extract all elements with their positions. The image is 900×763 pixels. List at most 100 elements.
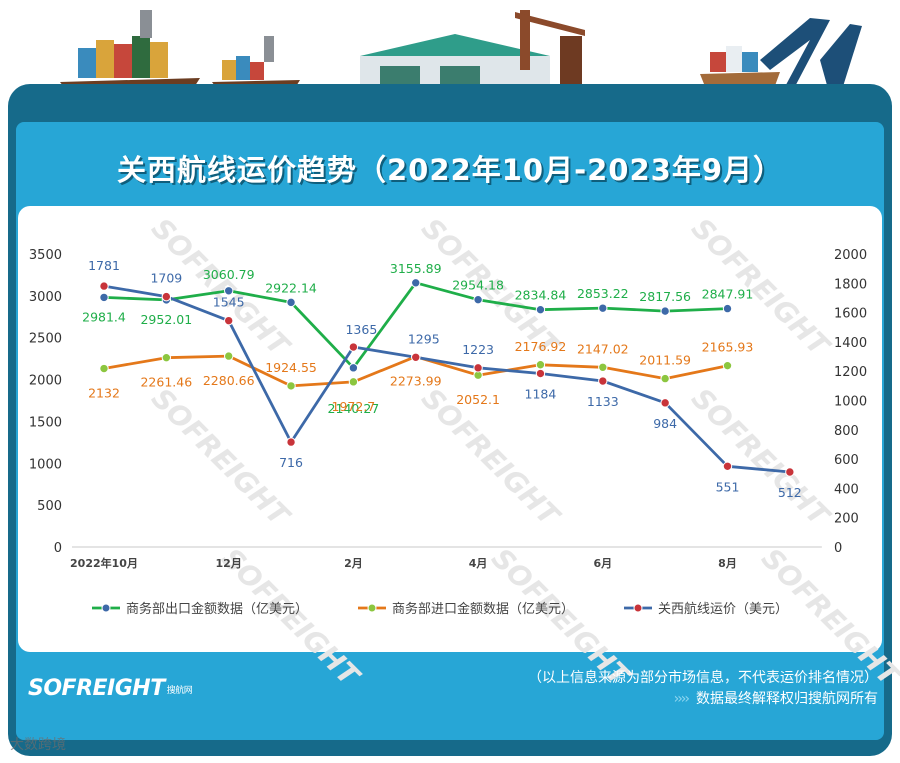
export-data-label: 2981.4 <box>82 309 126 324</box>
y-right-tick-label: 600 <box>834 453 859 468</box>
legend-marker <box>101 603 111 613</box>
import-data-label: 2147.02 <box>577 341 629 356</box>
export-data-label: 2817.56 <box>639 289 691 304</box>
legend-label: 商务部进口金额数据（亿美元） <box>392 601 574 617</box>
freight-data-label: 1365 <box>345 322 377 337</box>
export-data-label: 2922.14 <box>265 280 317 295</box>
y-left-tick-label: 3500 <box>29 248 62 263</box>
watermark-text: SOFREIGHT <box>685 382 837 534</box>
freight-data-label: 1223 <box>462 342 494 357</box>
freight-data-label: 1781 <box>88 258 120 273</box>
x-tick-label: 8月 <box>718 557 737 570</box>
y-right-tick-label: 2000 <box>834 248 867 263</box>
x-tick-label: 2月 <box>344 557 363 570</box>
import-data-label: 2176.92 <box>515 339 567 354</box>
legend-label: 商务部出口金额数据（亿美元） <box>126 601 308 617</box>
export-data-label: 2847.91 <box>702 287 754 302</box>
footer-note-line1: （以上信息来源为部分市场信息，不代表运价排名情况） <box>528 670 878 686</box>
freight-point <box>286 437 296 447</box>
footer-note: （以上信息来源为部分市场信息，不代表运价排名情况） ›››› 数据最终解释权归搜航… <box>528 668 878 710</box>
export-point <box>722 303 733 314</box>
y-right-tick-label: 400 <box>834 482 859 497</box>
logo-text: SOFREIGHT <box>28 676 165 701</box>
freight-point <box>473 363 483 373</box>
export-data-label: 3155.89 <box>390 261 442 276</box>
export-data-label: 2140.27 <box>328 401 380 416</box>
freight-point <box>411 352 421 362</box>
freight-data-label: 1184 <box>525 387 557 402</box>
export-point <box>286 297 296 308</box>
import-point <box>224 351 234 361</box>
freight-data-label: 1133 <box>587 394 619 409</box>
title-bar: 关西航线运价趋势（2022年10月-2023年9月） <box>16 142 884 194</box>
export-point <box>411 278 421 288</box>
y-left-tick-label: 3000 <box>29 290 62 305</box>
import-data-label: 2132 <box>88 386 120 401</box>
logo-subtext: 搜航网 <box>166 685 193 696</box>
y-left-tick-label: 0 <box>54 541 62 556</box>
import-data-label: 2273.99 <box>390 374 442 389</box>
freight-point <box>598 376 608 386</box>
freight-point <box>161 291 172 302</box>
import-data-label: 2280.66 <box>203 373 255 388</box>
freight-point <box>348 342 359 352</box>
import-point <box>660 373 670 384</box>
import-point <box>722 360 733 371</box>
import-point <box>99 363 109 374</box>
x-tick-label: 12月 <box>216 557 242 570</box>
import-data-label: 2011.59 <box>639 353 691 368</box>
freight-data-label: 1709 <box>150 271 182 286</box>
y-right-tick-label: 0 <box>834 541 842 556</box>
import-data-label: 1924.55 <box>265 360 317 375</box>
arrows-icon: ›››› <box>673 691 690 707</box>
import-data-label: 1972.7 <box>332 399 376 414</box>
freight-data-label: 716 <box>279 455 303 470</box>
freight-point <box>722 461 733 471</box>
export-point <box>224 286 234 296</box>
sofreight-logo: SOFREIGHT 搜航网 <box>28 676 193 701</box>
freight-data-label: 1545 <box>213 295 245 310</box>
import-data-label: 2165.93 <box>702 340 754 355</box>
y-right-tick-label: 1400 <box>834 336 867 351</box>
y-left-tick-label: 500 <box>37 499 62 514</box>
export-point <box>473 294 483 305</box>
y-left-tick-label: 1500 <box>29 415 62 430</box>
y-left-tick-label: 2500 <box>29 332 62 347</box>
page-title: 关西航线运价趋势（2022年10月-2023年9月） <box>117 153 783 187</box>
x-tick-label: 4月 <box>469 557 488 570</box>
freight-point <box>535 368 546 379</box>
export-point <box>598 303 608 313</box>
export-point <box>99 292 109 303</box>
freight-data-label: 551 <box>716 479 740 494</box>
freight-data-label: 512 <box>778 485 802 500</box>
import-point <box>161 352 172 363</box>
freight-data-label: 1295 <box>408 331 440 346</box>
y-right-tick-label: 1800 <box>834 277 867 292</box>
export-point <box>535 304 546 315</box>
import-point <box>348 377 359 387</box>
import-point <box>286 381 296 391</box>
export-data-label: 2853.22 <box>577 286 629 301</box>
y-left-tick-label: 1000 <box>29 457 62 472</box>
export-data-label: 2952.01 <box>140 312 192 327</box>
import-data-label: 2052.1 <box>456 392 500 407</box>
watermark-text: SOFREIGHT <box>145 382 297 534</box>
freight-point <box>785 467 795 477</box>
legend-marker <box>367 603 377 613</box>
import-point <box>598 362 608 372</box>
import-point <box>535 360 546 370</box>
freight-point <box>99 281 109 291</box>
export-data-label: 2954.18 <box>452 278 504 293</box>
legend-label: 关西航线运价（美元） <box>658 601 788 617</box>
chart-panel <box>18 206 882 652</box>
footer-note-line2: 数据最终解释权归搜航网所有 <box>696 691 878 707</box>
freight-series-line <box>103 284 790 474</box>
corner-brand: 大数跨境 <box>10 737 66 753</box>
x-tick-label: 2022年10月 <box>70 556 138 570</box>
y-right-tick-label: 1000 <box>834 395 867 410</box>
export-point <box>348 363 359 373</box>
export-data-label: 3060.79 <box>203 267 255 282</box>
freight-data-label: 984 <box>653 416 677 431</box>
